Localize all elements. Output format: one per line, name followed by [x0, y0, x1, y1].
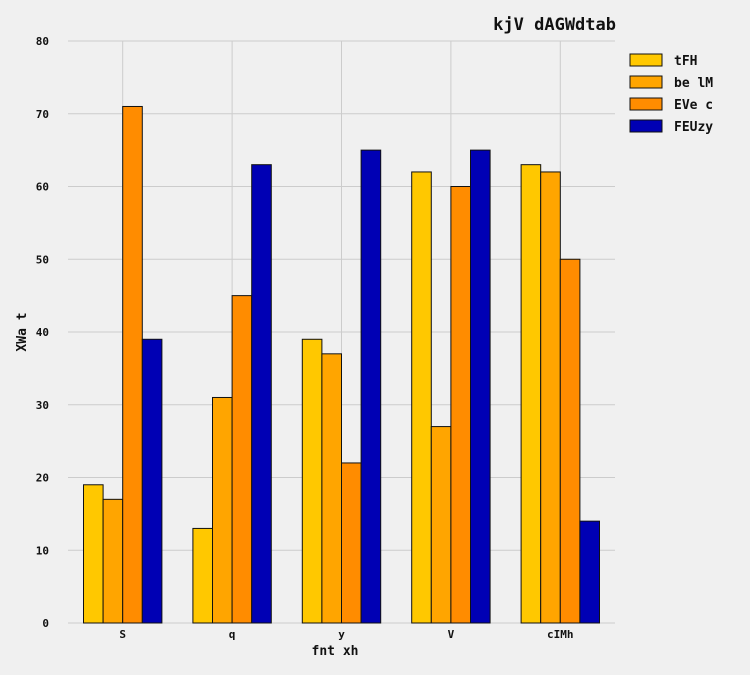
- bar: [141, 338, 163, 624]
- y-tick-labels: 0 10 20 30 40 50 60 70 80: [36, 35, 49, 630]
- y-tick-label: 40: [36, 326, 49, 339]
- x-tick-label: y: [338, 628, 345, 641]
- bar: [102, 498, 124, 624]
- bar: [122, 105, 143, 624]
- bar: [212, 396, 233, 624]
- legend-swatch: [629, 97, 663, 111]
- legend-swatch: [629, 119, 663, 133]
- bar: [360, 149, 382, 624]
- y-axis-label: XWa t: [15, 312, 30, 351]
- bar: [411, 171, 432, 624]
- legend-label: FEUzy: [674, 120, 713, 135]
- bar: [470, 149, 491, 624]
- x-tick-label: V: [448, 628, 455, 641]
- bar: [520, 164, 542, 624]
- bar: [192, 527, 213, 624]
- chart-title: kjV dAGWdtab: [493, 15, 616, 35]
- y-tick-label: 50: [36, 253, 49, 266]
- y-tick-label: 70: [36, 108, 49, 121]
- bar: [83, 484, 104, 624]
- bar: [251, 164, 272, 624]
- bar: [579, 520, 601, 624]
- y-tick-label: 0: [42, 617, 49, 630]
- x-tick-label: cIMh: [547, 628, 574, 641]
- bar: [430, 426, 452, 624]
- bar: [301, 338, 323, 624]
- x-axis-label: fnt xh: [312, 644, 359, 659]
- legend-label: EVe c: [674, 98, 713, 113]
- y-tick-label: 10: [36, 544, 49, 557]
- bar: [540, 171, 561, 624]
- y-tick-label: 30: [36, 399, 49, 412]
- legend-swatch: [629, 53, 663, 67]
- bars: [83, 105, 601, 624]
- x-tick-label: q: [229, 628, 236, 641]
- legend: tFH be lM EVe c FEUzy: [629, 53, 713, 135]
- y-tick-label: 80: [36, 35, 49, 48]
- legend-swatch: [629, 75, 663, 89]
- bar: [231, 295, 253, 624]
- legend-label: be lM: [674, 76, 713, 91]
- bar: [559, 258, 581, 624]
- legend-label: tFH: [674, 54, 697, 69]
- bar: [341, 462, 362, 624]
- y-tick-label: 60: [36, 181, 49, 194]
- bar: [450, 186, 471, 624]
- y-tick-label: 20: [36, 472, 49, 485]
- x-tick-label: S: [119, 628, 126, 641]
- bar: [321, 353, 342, 624]
